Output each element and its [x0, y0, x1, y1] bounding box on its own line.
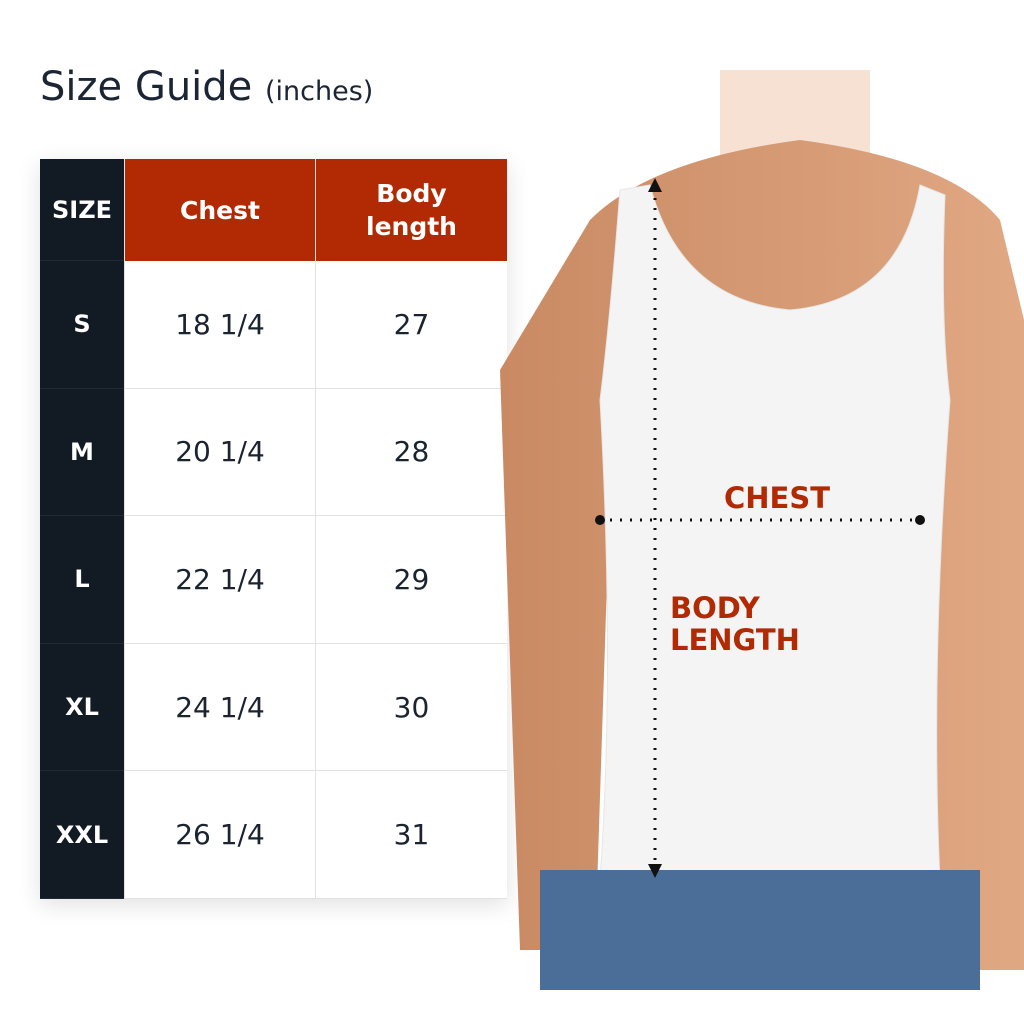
chest-cell: 26 1/4	[124, 771, 315, 899]
size-cell: M	[40, 388, 124, 517]
title-main: Size Guide	[40, 64, 253, 110]
jeans	[540, 870, 980, 990]
body-length-cell: 31	[315, 771, 507, 899]
header-chest: Chest	[124, 159, 315, 261]
header-body-length: Body length	[315, 159, 507, 261]
table-row: XXL 26 1/4 31	[40, 771, 507, 899]
page-title: Size Guide (inches)	[40, 64, 373, 110]
body-length-cell: 27	[315, 261, 507, 389]
model-illustration	[500, 70, 1024, 990]
size-table: SIZE Chest Body length S 18 1/4 27 M 20 1/4 2…	[40, 159, 507, 899]
table-row: M 20 1/4 28	[40, 388, 507, 517]
arrow-left-icon	[595, 515, 605, 525]
chest-cell: 24 1/4	[124, 643, 315, 772]
chest-cell: 22 1/4	[124, 516, 315, 644]
chest-label: CHEST	[724, 481, 831, 515]
chest-cell: 18 1/4	[124, 261, 315, 389]
size-cell: XL	[40, 643, 124, 772]
title-unit: (inches)	[265, 76, 374, 107]
size-cell: XXL	[40, 771, 124, 899]
table-row: S 18 1/4 27	[40, 261, 507, 389]
arrow-top-icon	[648, 178, 662, 192]
tank-top	[599, 184, 951, 881]
body-length-cell: 28	[315, 388, 507, 517]
table-row: L 22 1/4 29	[40, 516, 507, 644]
body-length-cell: 29	[315, 516, 507, 644]
chest-cell: 20 1/4	[124, 388, 315, 517]
size-cell: S	[40, 261, 124, 389]
table-header: SIZE Chest Body length	[40, 159, 507, 261]
body-length-cell: 30	[315, 643, 507, 772]
table-row: XL 24 1/4 30	[40, 643, 507, 772]
model-photo	[500, 70, 1024, 990]
body-length-label: BODY LENGTH	[670, 591, 800, 657]
arrow-bottom-icon	[648, 864, 662, 878]
arrow-right-icon	[915, 515, 925, 525]
header-size: SIZE	[40, 159, 124, 261]
size-cell: L	[40, 516, 124, 644]
header-body-length-text: Body length	[366, 179, 457, 241]
